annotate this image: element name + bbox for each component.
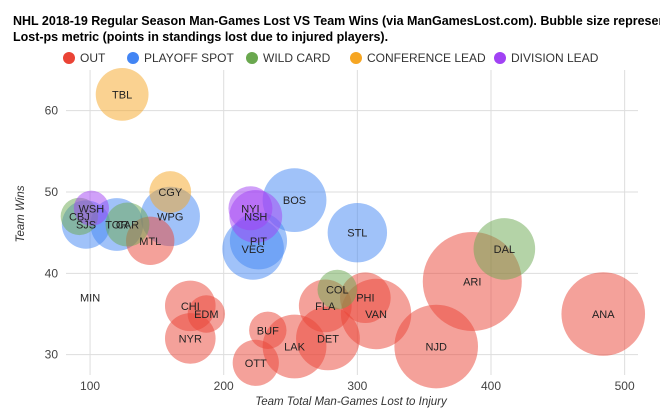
bubble-label-njd: NJD bbox=[426, 342, 447, 354]
bubble-label-det: DET bbox=[317, 333, 339, 345]
bubble-label-veg: VEG bbox=[241, 244, 264, 256]
legend-label: CONFERENCE LEAD bbox=[367, 51, 486, 65]
bubble-edm bbox=[187, 295, 226, 333]
bubble-label-buf: BUF bbox=[257, 325, 279, 337]
bubble-label-wpg: WPG bbox=[157, 211, 183, 223]
x-tick-label: 300 bbox=[347, 379, 367, 393]
bubble-col bbox=[317, 269, 358, 310]
bubble-dal bbox=[473, 218, 536, 280]
bubble-label-ari: ARI bbox=[463, 276, 481, 288]
bubble-label-min: MIN bbox=[80, 293, 100, 305]
chart-title-line-2: Lost-ps metric (points in standings lost… bbox=[13, 30, 388, 44]
bubble-label-fla: FLA bbox=[315, 301, 336, 313]
bubble-label-nsh: NSH bbox=[244, 211, 267, 223]
bubble-label-cgy: CGY bbox=[158, 187, 183, 199]
legend-item-div: DIVISION LEAD bbox=[494, 51, 599, 65]
bubble-car bbox=[105, 202, 150, 247]
bubble-label-col: COL bbox=[326, 285, 349, 297]
legend-label: DIVISION LEAD bbox=[511, 51, 599, 65]
bubble-label-dal: DAL bbox=[494, 244, 515, 256]
bubble-wsh bbox=[73, 190, 109, 226]
bubble-label-tor: TOR bbox=[105, 220, 128, 232]
legend-marker bbox=[494, 52, 506, 64]
legend: OUT PLAYOFF SPOT WILD CARD CONFERENCE LEAD D… bbox=[63, 51, 599, 65]
axes: 100 200 300 400 500 30 40 50 60 bbox=[45, 104, 635, 393]
bubble-ana bbox=[561, 272, 646, 356]
bubble-label-tbl: TBL bbox=[112, 89, 132, 101]
bubble-label-van: VAN bbox=[365, 309, 387, 321]
bubble-buf bbox=[249, 311, 287, 349]
x-axis-title: Team Total Man-Games Lost to Injury bbox=[255, 396, 448, 408]
bubble-njd bbox=[394, 304, 478, 389]
legend-label: OUT bbox=[80, 51, 106, 65]
bubble-label-lak: LAK bbox=[284, 342, 305, 354]
x-tick-label: 200 bbox=[214, 379, 234, 393]
bubble-label-nyr: NYR bbox=[179, 333, 202, 345]
legend-item-wild: WILD CARD bbox=[246, 51, 331, 65]
bubble-label-nyi: NYI bbox=[241, 203, 259, 215]
bubble-label-pit: PIT bbox=[250, 236, 267, 248]
legend-label: WILD CARD bbox=[263, 51, 331, 65]
bubble-nyi bbox=[228, 186, 273, 231]
bubble-label-bos: BOS bbox=[283, 195, 306, 207]
bubble-label-ott: OTT bbox=[245, 358, 267, 370]
bubble-label-ana: ANA bbox=[592, 309, 615, 321]
x-tick-label: 500 bbox=[615, 379, 635, 393]
legend-marker bbox=[350, 52, 362, 64]
legend-label: PLAYOFF SPOT bbox=[144, 51, 234, 65]
chart-title: NHL 2018-19 Regular Season Man-Games Los… bbox=[13, 14, 660, 44]
y-tick-label: 50 bbox=[45, 185, 59, 199]
y-tick-label: 30 bbox=[45, 348, 59, 362]
x-tick-label: 100 bbox=[80, 379, 100, 393]
bubble-label-chi: CHI bbox=[181, 301, 200, 313]
bubble-stl bbox=[327, 202, 388, 263]
bubble-label-car: CAR bbox=[116, 220, 139, 232]
bubble-label-stl: STL bbox=[347, 228, 367, 240]
bubble-cgy bbox=[149, 171, 192, 213]
y-axis-title: Team Wins bbox=[15, 185, 27, 242]
legend-marker bbox=[63, 52, 75, 64]
legend-item-out: OUT bbox=[63, 51, 106, 65]
chart-title-line-1: NHL 2018-19 Regular Season Man-Games Los… bbox=[13, 14, 660, 28]
bubble-label-wsh: WSH bbox=[79, 203, 105, 215]
bubble-series bbox=[60, 68, 646, 389]
bubble-ott bbox=[232, 339, 279, 386]
bubble-label-sjs: SJS bbox=[76, 220, 96, 232]
bubble-label-edm: EDM bbox=[194, 309, 218, 321]
y-tick-label: 60 bbox=[45, 104, 59, 118]
legend-marker bbox=[127, 52, 139, 64]
legend-item-playoff: PLAYOFF SPOT bbox=[127, 51, 234, 65]
bubble-label-phi: PHI bbox=[356, 293, 374, 305]
x-tick-label: 400 bbox=[481, 379, 501, 393]
bubble-tbl bbox=[95, 68, 149, 121]
legend-item-conf: CONFERENCE LEAD bbox=[350, 51, 486, 65]
legend-marker bbox=[246, 52, 258, 64]
bubble-label-cbj: CBJ bbox=[69, 211, 90, 223]
bubble-label-mtl: MTL bbox=[139, 236, 161, 248]
y-tick-label: 40 bbox=[45, 266, 59, 280]
